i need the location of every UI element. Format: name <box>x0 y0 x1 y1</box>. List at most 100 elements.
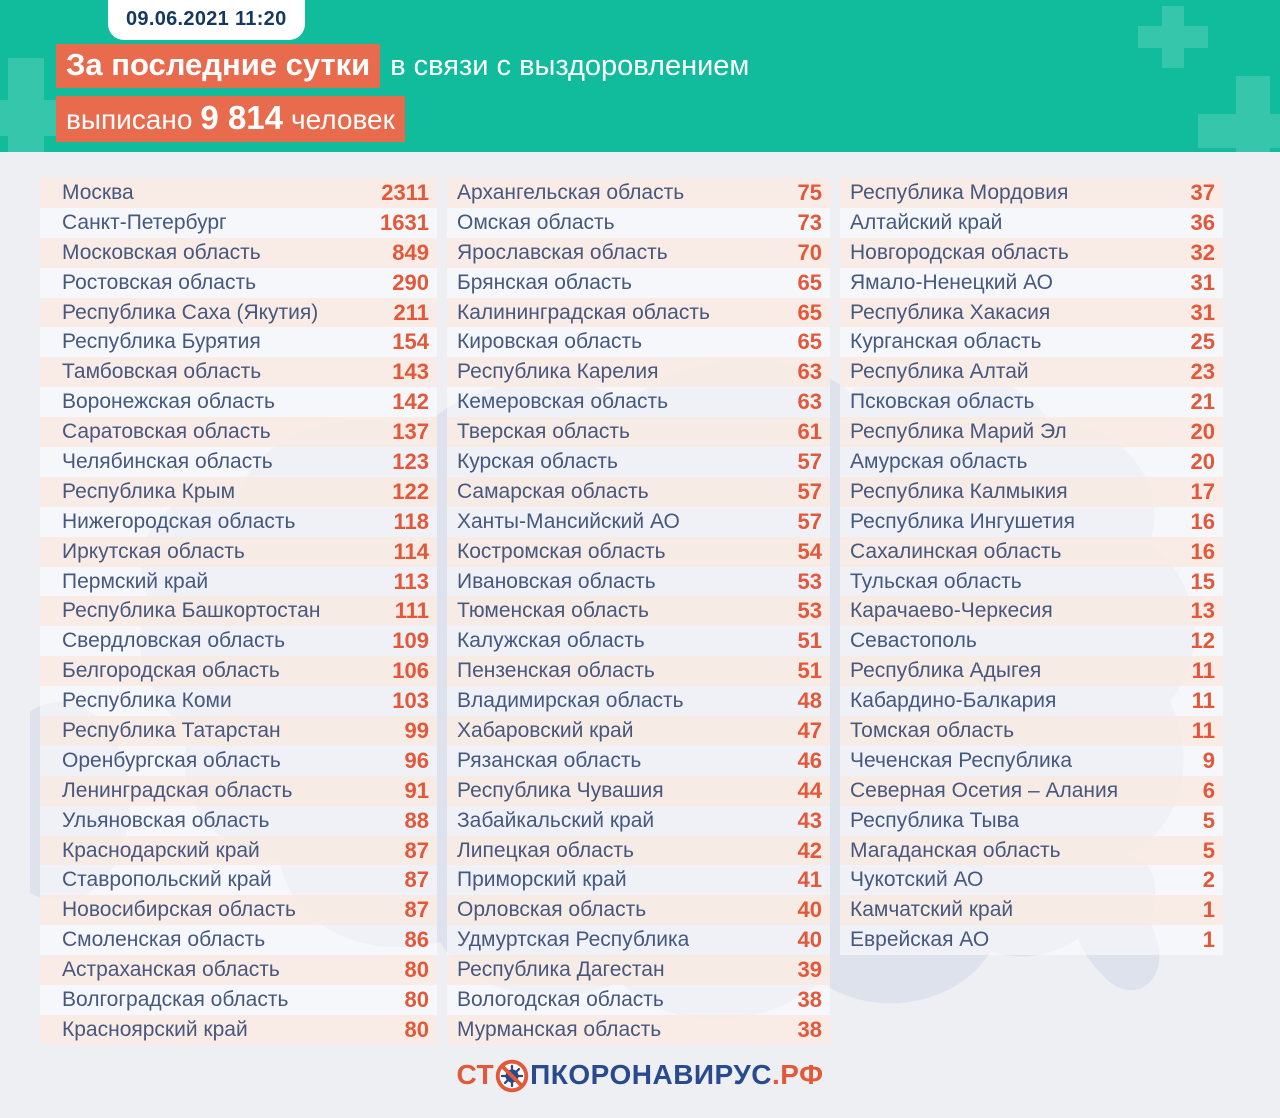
region-name: Еврейская АО <box>850 928 990 952</box>
table-row: Республика Татарстан 99 <box>40 716 437 746</box>
table-row: Москва 2311 <box>40 178 437 208</box>
region-name: Санкт-Петербург <box>62 210 227 234</box>
table-row: Приморский край 41 <box>447 865 830 896</box>
region-name: Костромская область <box>457 539 666 563</box>
region-name: Пензенская область <box>457 659 655 683</box>
region-value: 73 <box>797 209 822 235</box>
table-row: Рязанская область 46 <box>447 745 830 776</box>
table-row: Тамбовская область 143 <box>40 357 437 388</box>
table-row: Карачаево-Черкесия 13 <box>840 596 1223 627</box>
region-value: 44 <box>797 777 822 803</box>
table-row: Еврейская АО 1 <box>840 925 1223 956</box>
region-value: 11 <box>1191 658 1215 684</box>
table-row: Кировская область 65 <box>447 327 830 358</box>
region-name: Свердловская область <box>62 629 286 653</box>
region-value: 57 <box>797 508 822 534</box>
region-value: 31 <box>1190 269 1215 295</box>
region-name: Республика Тыва <box>850 808 1020 832</box>
table-row: Забайкальский край 43 <box>447 805 830 836</box>
region-name: Астраханская область <box>62 958 280 982</box>
subtitle-post: человек <box>291 104 395 135</box>
table-row: Тверская область 61 <box>447 417 830 448</box>
region-name: Республика Крым <box>62 479 236 503</box>
region-name: Иркутская область <box>62 539 245 563</box>
region-name: Омская область <box>457 210 615 234</box>
table-row: Курская область 57 <box>447 447 830 477</box>
region-value: 15 <box>1190 568 1215 594</box>
region-value: 65 <box>797 299 822 325</box>
subtitle-highlight: выписано 9 814 человек <box>56 96 405 142</box>
region-name: Республика Бурятия <box>62 330 261 354</box>
region-name: Ямало-Ненецкий АО <box>850 270 1053 294</box>
region-name: Курганская область <box>850 330 1042 354</box>
region-name: Красноярский край <box>62 1017 248 1041</box>
region-value: 290 <box>392 269 429 295</box>
region-value: 16 <box>1190 508 1215 534</box>
table-row: Ярославская область 70 <box>447 237 830 268</box>
table-row: Вологодская область 38 <box>447 985 830 1015</box>
region-value: 41 <box>797 867 822 893</box>
region-value: 5 <box>1202 807 1215 833</box>
region-value: 13 <box>1190 598 1215 624</box>
table-row: Белгородская область 106 <box>40 656 437 687</box>
region-name: Московская область <box>62 240 261 264</box>
region-name: Новосибирская область <box>62 898 296 922</box>
table-row: Магаданская область 5 <box>840 835 1223 866</box>
table-row: Нижегородская область 118 <box>40 506 437 537</box>
table-row: Кабардино-Балкария 11 <box>840 686 1223 717</box>
region-name: Алтайский край <box>850 210 1003 234</box>
logo-text-st: СТ <box>456 1059 495 1090</box>
table-row: Ульяновская область 88 <box>40 805 437 836</box>
region-value: 86 <box>404 927 429 953</box>
region-name: Самарская область <box>457 479 649 503</box>
region-value: 1 <box>1202 897 1215 923</box>
region-value: 53 <box>797 598 822 624</box>
region-value: 65 <box>797 329 822 355</box>
region-name: Курская область <box>457 449 618 473</box>
table-row: Камчатский край 1 <box>840 895 1223 926</box>
region-name: Тверская область <box>457 420 630 444</box>
region-value: 106 <box>392 658 429 684</box>
recovered-total: 9 814 <box>200 99 284 136</box>
table-row: Удмуртская Республика 40 <box>447 925 830 956</box>
region-value: 32 <box>1190 239 1215 265</box>
region-name: Тамбовская область <box>62 360 262 384</box>
table-row: Республика Саха (Якутия) 211 <box>40 297 437 328</box>
region-value: 40 <box>797 897 822 923</box>
region-name: Республика Башкортостан <box>62 599 321 623</box>
region-value: 75 <box>797 179 822 205</box>
table-row: Воронежская область 142 <box>40 387 437 418</box>
table-row: Ивановская область 53 <box>447 566 830 597</box>
region-name: Чукотский АО <box>850 868 984 892</box>
region-value: 42 <box>797 837 822 863</box>
region-value: 1631 <box>380 209 429 235</box>
plus-icon <box>1198 76 1280 152</box>
region-value: 57 <box>797 478 822 504</box>
table-row: Новосибирская область 87 <box>40 895 437 926</box>
region-value: 63 <box>797 359 822 385</box>
region-name: Ульяновская область <box>62 808 270 832</box>
region-value: 36 <box>1190 209 1215 235</box>
table-row: Томская область 11 <box>840 716 1223 746</box>
region-value: 57 <box>797 448 822 474</box>
region-name: Республика Алтай <box>850 360 1029 384</box>
table-column-1: Москва 2311 Санкт-Петербург 1631 Московская … <box>40 178 437 1045</box>
region-value: 2311 <box>381 179 429 205</box>
region-name: Псковская область <box>850 390 1035 414</box>
region-name: Нижегородская область <box>62 509 296 533</box>
content: Москва 2311 Санкт-Петербург 1631 Московская … <box>0 152 1280 1118</box>
region-value: 23 <box>1190 359 1215 385</box>
region-name: Республика Саха (Якутия) <box>62 300 319 324</box>
table-row: Сахалинская область 16 <box>840 536 1223 567</box>
region-name: Ставропольский край <box>62 868 272 892</box>
region-value: 87 <box>404 897 429 923</box>
region-name: Томская область <box>850 718 1015 742</box>
title-line-2: выписано 9 814 человек <box>56 96 749 142</box>
table-row: Челябинская область 123 <box>40 447 437 477</box>
region-name: Орловская область <box>457 898 647 922</box>
regions-table: Москва 2311 Санкт-Петербург 1631 Московская … <box>40 178 1240 1045</box>
region-name: Волгоградская область <box>62 987 289 1011</box>
region-value: 113 <box>393 568 430 594</box>
table-row: Республика Тыва 5 <box>840 805 1223 836</box>
